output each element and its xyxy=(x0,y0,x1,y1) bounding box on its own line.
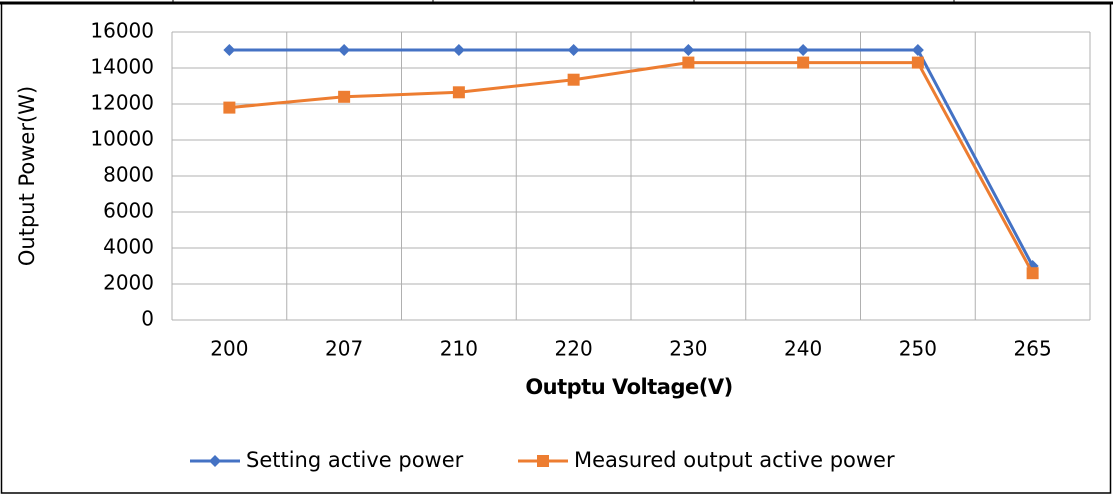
marker xyxy=(797,44,810,56)
marker xyxy=(567,44,580,56)
x-tick-label: 207 xyxy=(325,337,363,361)
marker xyxy=(797,56,810,69)
x-tick-label: 240 xyxy=(784,337,822,361)
y-tick-label: 4000 xyxy=(103,235,154,259)
marker xyxy=(682,44,695,56)
x-tick-label: 200 xyxy=(210,337,248,361)
line xyxy=(229,48,1034,267)
marker xyxy=(682,56,695,69)
line xyxy=(229,61,1034,274)
x-tick-label: 265 xyxy=(1014,337,1052,361)
y-tick-label: 10000 xyxy=(90,127,154,151)
y-tick-label: 6000 xyxy=(103,199,154,223)
x-tick-label: 250 xyxy=(899,337,937,361)
y-axis-label: Output Power(W) xyxy=(15,86,39,266)
legend-label: Measured output active power xyxy=(574,448,895,472)
marker xyxy=(338,44,351,56)
x-tick-label: 230 xyxy=(669,337,707,361)
marker xyxy=(911,56,924,69)
y-tick-label: 14000 xyxy=(90,55,154,79)
x-axis-label: Outptu Voltage(V) xyxy=(525,375,732,399)
marker xyxy=(452,86,465,99)
marker xyxy=(537,455,549,467)
y-tick-label: 0 xyxy=(141,307,154,331)
marker xyxy=(209,455,221,467)
marker xyxy=(911,44,924,56)
marker xyxy=(567,73,580,86)
y-tick-label: 8000 xyxy=(103,163,154,187)
legend-label: Setting active power xyxy=(246,448,464,472)
y-tick-label: 16000 xyxy=(90,19,154,43)
y-tick-label: 2000 xyxy=(103,271,154,295)
x-tick-label: 210 xyxy=(440,337,478,361)
marker xyxy=(1026,267,1039,280)
marker xyxy=(223,44,236,56)
marker xyxy=(452,44,465,56)
x-tick-label: 220 xyxy=(555,337,593,361)
marker xyxy=(223,101,236,114)
y-tick-label: 12000 xyxy=(90,91,154,115)
marker xyxy=(338,90,351,103)
